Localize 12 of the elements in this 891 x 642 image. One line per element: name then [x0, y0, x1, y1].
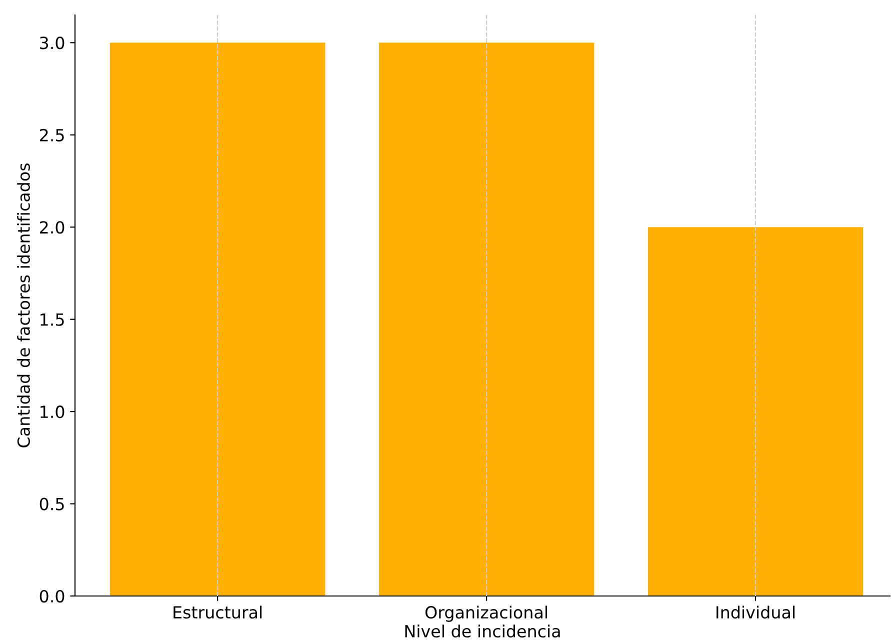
y-tick-label: 3.0 [40, 36, 64, 50]
x-tick-label: Organizacional [425, 606, 547, 622]
y-tick-label: 2.0 [40, 221, 64, 234]
x-tick-label: Estructural [174, 606, 262, 619]
x-tick-label: Individual [716, 606, 795, 619]
y-tick-label: 0.5 [40, 498, 64, 510]
y-tick-label: 1.0 [40, 406, 64, 418]
x-axis-title: Nivel de incidencia [405, 624, 560, 638]
y-tick-label: 0.0 [40, 590, 64, 603]
y-tick-label: 2.5 [40, 128, 64, 142]
y-axis-title: Cantidad de factores identificados [17, 164, 30, 448]
y-tick-label: 1.5 [40, 314, 64, 326]
